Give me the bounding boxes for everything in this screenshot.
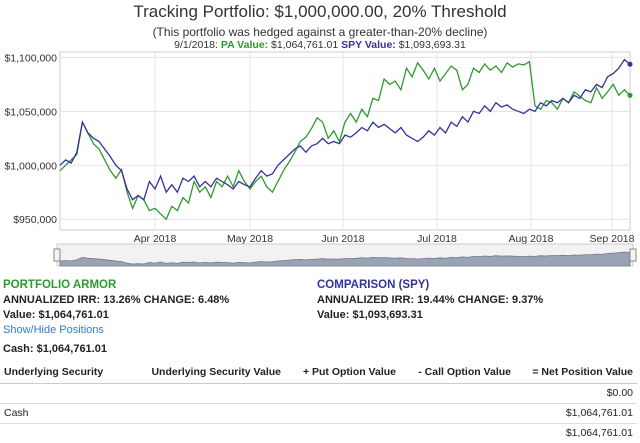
table-cell bbox=[400, 383, 515, 404]
y-tick-label: $950,000 bbox=[13, 214, 57, 226]
table-cell: $1,064,761.01 bbox=[515, 423, 637, 443]
range-navigator[interactable] bbox=[53, 243, 637, 267]
pa-irr: 13.26% bbox=[103, 294, 141, 306]
chart-subtitle: (This portfolio was hedged against a gre… bbox=[152, 25, 488, 39]
spy-irr-line: ANNUALIZED IRR: 19.44% CHANGE: 9.37% bbox=[317, 293, 543, 308]
table-cell: $0.00 bbox=[515, 383, 637, 404]
pa-irr-line: ANNUALIZED IRR: 13.26% CHANGE: 6.48% bbox=[3, 293, 229, 308]
y-tick-label: $1,000,000 bbox=[4, 160, 57, 172]
pa-change: 6.48% bbox=[198, 294, 230, 306]
table-cell bbox=[115, 403, 285, 424]
table-row: $1,064,761.01 bbox=[0, 423, 637, 443]
col-put-option: + Put Option Value bbox=[285, 362, 400, 384]
table-cell bbox=[400, 403, 515, 424]
page-title: Tracking Portfolio: $1,000,000.00, 20% T… bbox=[133, 2, 507, 21]
y-tick-label: $1,100,000 bbox=[4, 52, 57, 64]
table-cell bbox=[400, 423, 515, 443]
x-tick-label: Apr 2018 bbox=[134, 233, 177, 245]
date-label: 9/1/2018: bbox=[174, 39, 218, 51]
x-tick-label: Aug 2018 bbox=[509, 233, 554, 245]
spy-change: 9.37% bbox=[512, 294, 544, 306]
table-cell bbox=[285, 423, 400, 443]
pa-heading: PORTFOLIO ARMOR bbox=[3, 279, 117, 291]
x-tick-label: Jul 2018 bbox=[417, 233, 457, 245]
col-underlying-value: Underlying Security Value bbox=[115, 362, 285, 384]
table-cell: $1,064,761.01 bbox=[515, 403, 637, 424]
table-cell bbox=[285, 383, 400, 404]
spy-heading: COMPARISON (SPY) bbox=[317, 279, 430, 291]
spy-value-line: Value: $1,093,693.31 bbox=[317, 308, 543, 323]
positions-table: Underlying Security Underlying Security … bbox=[0, 362, 637, 443]
col-call-option: - Call Option Value bbox=[400, 362, 515, 384]
table-cell bbox=[115, 383, 285, 404]
pa-value: $1,064,761.01 bbox=[271, 39, 339, 51]
show-hide-positions-link[interactable]: Show/Hide Positions bbox=[3, 324, 104, 336]
y-tick-label: $1,050,000 bbox=[4, 106, 57, 118]
table-cell bbox=[0, 383, 115, 404]
spy-value-label: SPY Value: bbox=[341, 39, 396, 51]
x-tick-label: Jun 2018 bbox=[321, 233, 364, 245]
value-summary: 9/1/2018: PA Value: $1,064,761.01 SPY Va… bbox=[0, 39, 640, 51]
portfolio-chart[interactable]: $1,100,000 $1,050,000 $1,000,000 $950,000 A… bbox=[0, 0, 640, 275]
cash-line: Cash: $1,064,761.01 bbox=[3, 343, 107, 355]
table-row: Cash $1,064,761.01 bbox=[0, 403, 637, 424]
spy-panel-value-label: Value: bbox=[317, 309, 350, 321]
col-net-position: = Net Position Value bbox=[515, 362, 637, 384]
pa-irr-label: ANNUALIZED IRR: bbox=[3, 294, 101, 306]
spy-irr: 19.44% bbox=[417, 294, 455, 306]
chart-series bbox=[59, 58, 633, 221]
chart-grid bbox=[59, 51, 631, 231]
spy-panel-value: $1,093,693.31 bbox=[352, 309, 423, 321]
y-axis: $1,100,000 $1,050,000 $1,000,000 $950,000 bbox=[4, 52, 57, 226]
pa-panel: PORTFOLIO ARMOR ANNUALIZED IRR: 13.26% C… bbox=[3, 278, 229, 323]
cash-value: $1,064,761.01 bbox=[36, 343, 107, 355]
table-row: $0.00 bbox=[0, 383, 637, 404]
x-tick-label: May 2018 bbox=[227, 233, 273, 245]
table-cell bbox=[285, 403, 400, 424]
navigator-series bbox=[59, 251, 631, 267]
pa-value-end-point bbox=[627, 92, 633, 98]
cash-label: Cash: bbox=[3, 343, 34, 355]
pa-value-label: PA Value: bbox=[220, 39, 269, 51]
x-axis: Apr 2018 May 2018 Jun 2018 Jul 2018 Aug 2018… bbox=[134, 233, 635, 245]
pa-change-label: CHANGE: bbox=[143, 294, 195, 306]
spy-value-line bbox=[59, 58, 631, 201]
navigator-right-handle[interactable] bbox=[629, 248, 637, 262]
spy-irr-label: ANNUALIZED IRR: bbox=[317, 294, 415, 306]
table-cell bbox=[115, 423, 285, 443]
navigator-left-handle[interactable] bbox=[53, 248, 61, 262]
spy-panel: COMPARISON (SPY) ANNUALIZED IRR: 19.44% … bbox=[317, 278, 543, 323]
spy-change-label: CHANGE: bbox=[457, 294, 509, 306]
pa-value-line bbox=[59, 60, 631, 221]
table-header-row: Underlying Security Underlying Security … bbox=[0, 362, 637, 384]
x-tick-label: Sep 2018 bbox=[590, 233, 635, 245]
col-underlying-security: Underlying Security bbox=[0, 362, 115, 384]
pa-value-line: Value: $1,064,761.01 bbox=[3, 308, 229, 323]
pa-panel-value-label: Value: bbox=[3, 309, 36, 321]
spy-value: $1,093,693.31 bbox=[398, 39, 466, 51]
pa-panel-value: $1,064,761.01 bbox=[38, 309, 109, 321]
spy-value-end-point bbox=[627, 61, 633, 67]
table-cell bbox=[0, 423, 115, 443]
table-cell: Cash bbox=[0, 403, 115, 424]
